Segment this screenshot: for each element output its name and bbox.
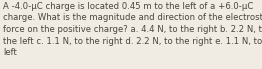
Text: A -4.0-μC charge is located 0.45 m to the left of a +6.0-μC
charge. What is the : A -4.0-μC charge is located 0.45 m to th… — [3, 2, 262, 57]
